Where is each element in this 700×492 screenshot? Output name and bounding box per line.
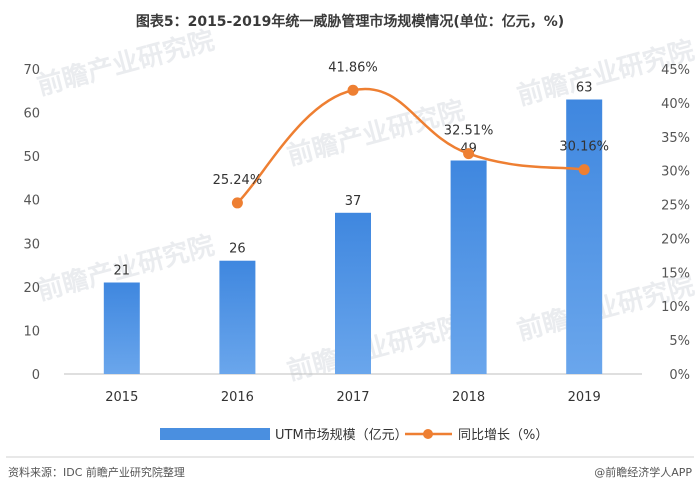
y-left-tick-label: 60 [23, 107, 40, 122]
y-axis-right: 0% 5% 10% 15% 20% 25% 30% 35% 40% 45% [661, 63, 690, 383]
growth-point [347, 84, 359, 96]
line-series [231, 84, 590, 209]
growth-data-label: 41.86% [328, 60, 378, 75]
growth-point [463, 148, 475, 160]
growth-point [231, 197, 243, 209]
bar [219, 260, 256, 374]
line-data-labels: 25.24% 41.86% 32.51% 30.16% [213, 60, 609, 188]
legend-line-label: 同比增长（%） [458, 428, 548, 443]
x-category-label: 2017 [336, 390, 369, 405]
growth-data-label: 32.51% [444, 124, 494, 139]
footer-brand: @前瞻经济学人APP [594, 465, 692, 479]
x-category-label: 2016 [221, 390, 254, 405]
bar-series [103, 99, 603, 374]
chart-title: 图表5：2015-2019年统一威胁管理市场规模情况(单位：亿元，%) [136, 13, 564, 30]
y-right-tick-label: 5% [669, 334, 690, 349]
bar [566, 99, 603, 374]
y-right-tick-label: 35% [661, 131, 690, 146]
growth-data-label: 25.24% [213, 173, 263, 188]
y-left-tick-label: 70 [23, 63, 40, 78]
watermark-text: 前瞻产业研究院 [34, 25, 218, 102]
bar [450, 160, 487, 374]
y-left-tick-label: 0 [32, 368, 40, 383]
watermark-text: 前瞻产业研究院 [284, 95, 468, 172]
y-right-tick-label: 20% [661, 232, 690, 247]
bar-data-label: 21 [114, 264, 131, 279]
bar [335, 212, 371, 374]
x-category-label: 2018 [452, 390, 485, 405]
y-right-tick-label: 15% [661, 266, 690, 281]
bar [103, 282, 140, 374]
y-left-tick-label: 30 [23, 237, 40, 252]
y-left-tick-label: 10 [23, 324, 40, 339]
growth-data-label: 30.16% [559, 140, 609, 155]
y-right-tick-label: 25% [661, 199, 690, 214]
y-left-tick-label: 50 [23, 150, 40, 165]
watermark-text: 前瞻产业研究院 [284, 310, 468, 387]
legend-bar-label: UTM市场规模（亿元） [275, 427, 408, 443]
bar-data-label: 63 [576, 81, 593, 96]
bar-data-label: 37 [345, 194, 362, 209]
y-right-tick-label: 10% [661, 300, 690, 315]
y-right-tick-label: 0% [669, 368, 690, 383]
x-axis-categories: 2015 2016 2017 2018 2019 [105, 390, 600, 405]
y-right-tick-label: 40% [661, 97, 690, 112]
y-left-tick-label: 20 [23, 281, 40, 296]
bar-data-label: 26 [229, 242, 246, 257]
x-category-label: 2019 [568, 390, 601, 405]
y-right-tick-label: 45% [661, 63, 690, 78]
legend: UTM市场规模（亿元） 同比增长（%） [160, 427, 548, 443]
growth-point [578, 164, 590, 176]
growth-line [236, 87, 585, 204]
y-left-tick-label: 40 [23, 194, 40, 209]
legend-line-marker [423, 429, 433, 439]
y-right-tick-label: 30% [661, 165, 690, 180]
x-category-label: 2015 [105, 390, 138, 405]
y-axis-left: 0 10 20 30 40 50 60 70 [23, 63, 40, 383]
footer-source: 资料来源：IDC 前瞻产业研究院整理 [8, 465, 185, 479]
legend-bar-swatch [160, 428, 270, 440]
